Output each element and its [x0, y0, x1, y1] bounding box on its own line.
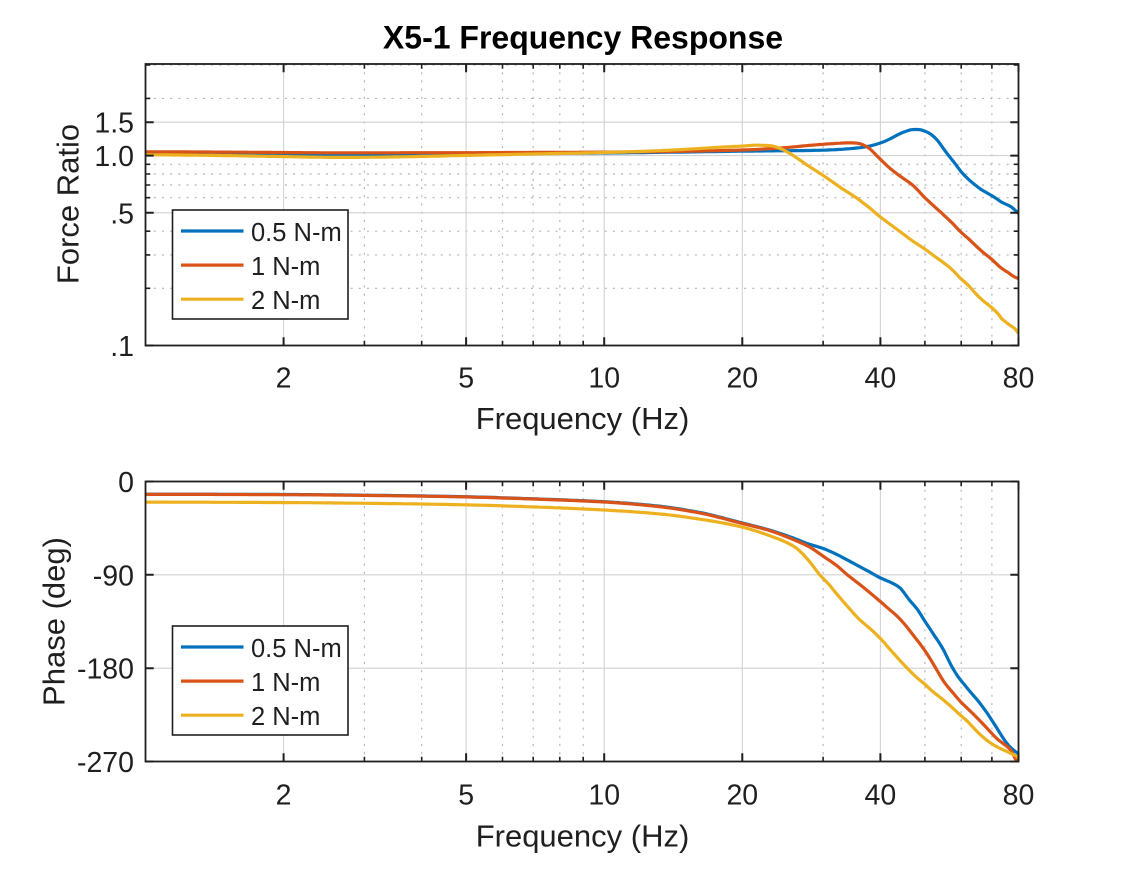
svg-text:.1: .1 [110, 331, 134, 363]
svg-text:0.5 N-m: 0.5 N-m [251, 219, 342, 247]
svg-text:Frequency (Hz): Frequency (Hz) [476, 401, 690, 436]
svg-text:1 N-m: 1 N-m [251, 669, 320, 697]
svg-text:2 N-m: 2 N-m [251, 703, 320, 731]
svg-text:Phase (deg): Phase (deg) [37, 537, 72, 706]
svg-text:X5-1 Frequency Response: X5-1 Frequency Response [383, 20, 783, 56]
svg-text:10: 10 [588, 780, 620, 812]
svg-text:20: 20 [726, 780, 758, 812]
svg-text:Frequency (Hz): Frequency (Hz) [476, 819, 690, 854]
svg-text:0: 0 [118, 467, 134, 499]
svg-text:10: 10 [588, 363, 620, 395]
svg-text:-90: -90 [93, 560, 134, 592]
svg-text:2 N-m: 2 N-m [251, 287, 320, 315]
svg-text:-270: -270 [77, 747, 134, 779]
svg-text:80: 80 [1003, 780, 1035, 812]
svg-text:1.0: 1.0 [94, 141, 134, 173]
svg-text:40: 40 [865, 363, 897, 395]
svg-text:.5: .5 [110, 198, 134, 230]
svg-text:40: 40 [865, 780, 897, 812]
svg-text:2: 2 [276, 780, 292, 812]
svg-text:1.5: 1.5 [94, 108, 134, 140]
svg-text:80: 80 [1003, 363, 1035, 395]
svg-text:1 N-m: 1 N-m [251, 253, 320, 281]
svg-text:Force Ratio: Force Ratio [51, 124, 86, 284]
svg-text:20: 20 [726, 363, 758, 395]
svg-text:-180: -180 [77, 654, 134, 686]
svg-text:0.5 N-m: 0.5 N-m [251, 635, 342, 663]
svg-text:2: 2 [276, 363, 292, 395]
svg-text:5: 5 [458, 363, 474, 395]
svg-text:5: 5 [458, 780, 474, 812]
